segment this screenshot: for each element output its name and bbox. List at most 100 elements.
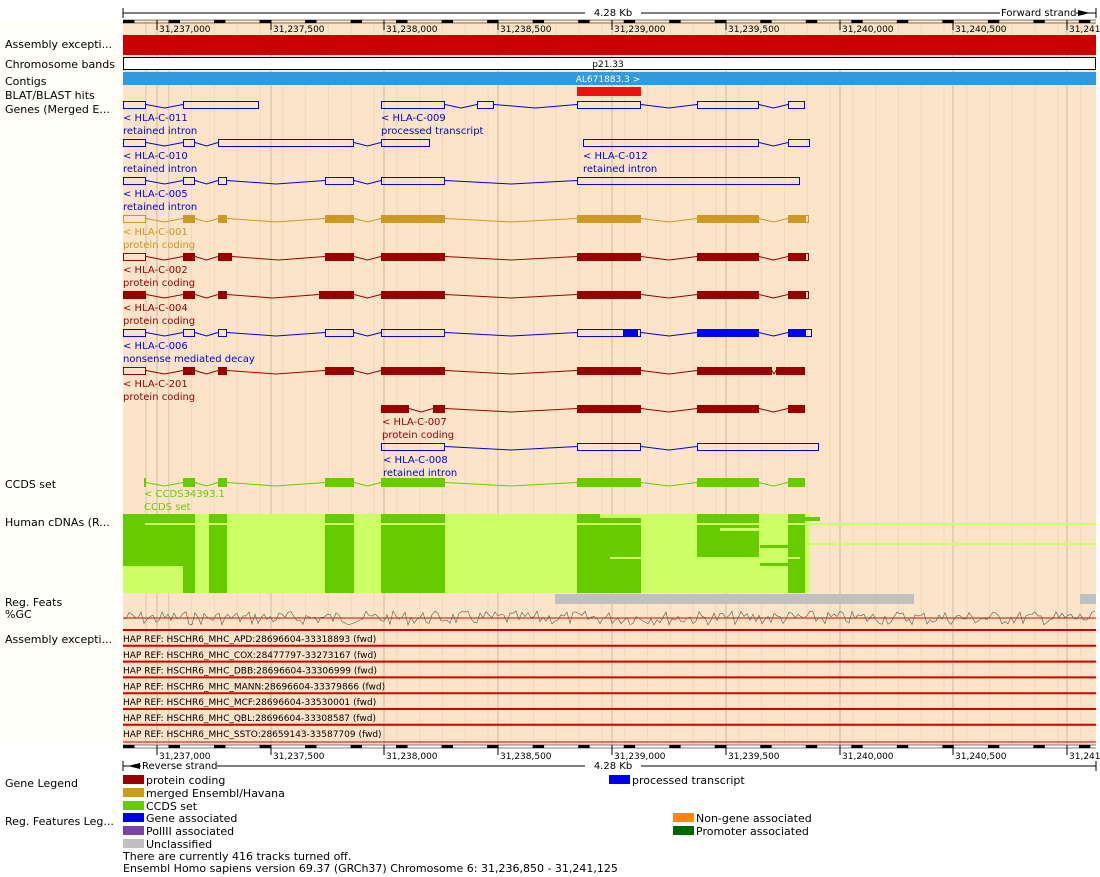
exon[interactable] (123, 101, 146, 109)
exon[interactable] (325, 215, 354, 223)
gene-name-label[interactable]: < HLA-C-009 (381, 113, 446, 124)
exon[interactable] (319, 291, 354, 299)
track-label-gc[interactable]: %GC (5, 608, 32, 621)
exon[interactable] (776, 367, 805, 375)
exon[interactable] (381, 405, 409, 413)
exon[interactable] (183, 329, 195, 337)
exon[interactable] (381, 253, 445, 261)
exon[interactable] (697, 253, 759, 261)
ccds-exon[interactable] (788, 478, 805, 487)
gene-name-label[interactable]: < HLA-C-006 (123, 341, 188, 352)
exon[interactable] (218, 215, 227, 223)
exon[interactable] (381, 139, 430, 147)
exon[interactable] (183, 291, 195, 299)
ccds-name-label[interactable]: < CCDS34393.1 (144, 489, 225, 500)
exon[interactable] (381, 367, 445, 375)
exon[interactable] (183, 215, 195, 223)
gene-name-label[interactable]: < HLA-C-004 (123, 303, 188, 314)
ccds-exon[interactable] (577, 478, 641, 487)
exon[interactable] (788, 291, 805, 299)
track-label-assembly-exceptions-2[interactable]: Assembly excepti... (5, 633, 113, 646)
exon[interactable] (325, 367, 354, 375)
exon-coding[interactable] (624, 329, 637, 337)
exon[interactable] (577, 329, 624, 337)
assembly-exception-bar[interactable] (123, 35, 1096, 55)
exon[interactable] (123, 329, 146, 337)
exon[interactable] (697, 215, 759, 223)
gene-name-label[interactable]: < HLA-C-001 (123, 227, 188, 238)
exon[interactable] (577, 215, 641, 223)
exon[interactable] (577, 443, 641, 451)
ccds-exon[interactable] (325, 478, 354, 487)
ccds-exon[interactable] (183, 478, 195, 487)
exon[interactable] (218, 177, 227, 185)
exon[interactable] (123, 253, 146, 261)
exon[interactable] (788, 253, 805, 261)
exon[interactable] (381, 215, 445, 223)
gene-name-label[interactable]: < HLA-C-011 (123, 113, 188, 124)
exon[interactable] (183, 177, 195, 185)
exon[interactable] (218, 291, 227, 299)
cdna-block[interactable] (123, 514, 810, 593)
exon[interactable] (123, 139, 146, 147)
ccds-exon[interactable] (381, 478, 445, 487)
track-label-blat[interactable]: BLAT/BLAST hits (5, 89, 95, 102)
exon[interactable] (697, 405, 759, 413)
exon[interactable] (433, 405, 445, 413)
exon[interactable] (697, 101, 759, 109)
exon[interactable] (183, 367, 195, 375)
exon[interactable] (381, 177, 445, 185)
exon[interactable] (218, 139, 354, 147)
gene-name-label[interactable]: < HLA-C-008 (383, 455, 448, 466)
exon[interactable] (697, 443, 819, 451)
exon[interactable] (477, 101, 494, 109)
exon[interactable] (123, 367, 146, 375)
reg-feature-unclassified[interactable] (1080, 594, 1096, 604)
track-label-reg-feats[interactable]: Reg. Feats (5, 596, 63, 609)
exon[interactable] (805, 253, 809, 261)
blat-hit[interactable] (577, 87, 641, 96)
track-label-contigs[interactable]: Contigs (5, 75, 47, 88)
exon[interactable] (805, 215, 809, 223)
gene-name-label[interactable]: < HLA-C-012 (583, 151, 648, 162)
track-label-ccds[interactable]: CCDS set (5, 478, 57, 491)
exon[interactable] (577, 367, 641, 375)
exon[interactable] (577, 101, 641, 109)
exon[interactable] (577, 253, 641, 261)
track-label-chromosome-bands[interactable]: Chromosome bands (5, 58, 115, 71)
track-label-assembly-exceptions[interactable]: Assembly excepti... (5, 38, 113, 51)
contig-bar[interactable] (123, 72, 1096, 85)
exon[interactable] (788, 215, 805, 223)
exon[interactable] (218, 253, 232, 261)
reg-feature-unclassified[interactable] (555, 594, 914, 604)
exon[interactable] (637, 329, 641, 337)
exon[interactable] (183, 139, 195, 147)
track-label-reg-legend[interactable]: Reg. Features Leg... (5, 815, 114, 828)
track-label-genes[interactable]: Genes (Merged E... (5, 103, 110, 116)
exon-coding[interactable] (697, 329, 759, 337)
exon[interactable] (697, 291, 759, 299)
exon[interactable] (381, 443, 445, 451)
exon[interactable] (325, 253, 354, 261)
exon[interactable] (577, 291, 641, 299)
ccds-exon[interactable] (144, 478, 146, 487)
exon[interactable] (788, 405, 805, 413)
exon[interactable] (788, 101, 805, 109)
exon[interactable] (697, 367, 772, 375)
ccds-exon[interactable] (697, 478, 759, 487)
exon[interactable] (381, 291, 445, 299)
exon[interactable] (577, 405, 641, 413)
exon[interactable] (788, 139, 810, 147)
exon[interactable] (123, 291, 146, 299)
exon[interactable] (218, 367, 227, 375)
track-label-cdnas[interactable]: Human cDNAs (R... (5, 516, 110, 529)
exon[interactable] (805, 291, 809, 299)
exon[interactable] (183, 253, 195, 261)
track-label-gene-legend[interactable]: Gene Legend (5, 777, 78, 790)
exon[interactable] (183, 101, 259, 109)
gene-name-label[interactable]: < HLA-C-201 (123, 379, 188, 390)
ccds-exon[interactable] (218, 478, 227, 487)
exon[interactable] (381, 329, 445, 337)
exon[interactable] (325, 177, 354, 185)
exon[interactable] (805, 329, 812, 337)
